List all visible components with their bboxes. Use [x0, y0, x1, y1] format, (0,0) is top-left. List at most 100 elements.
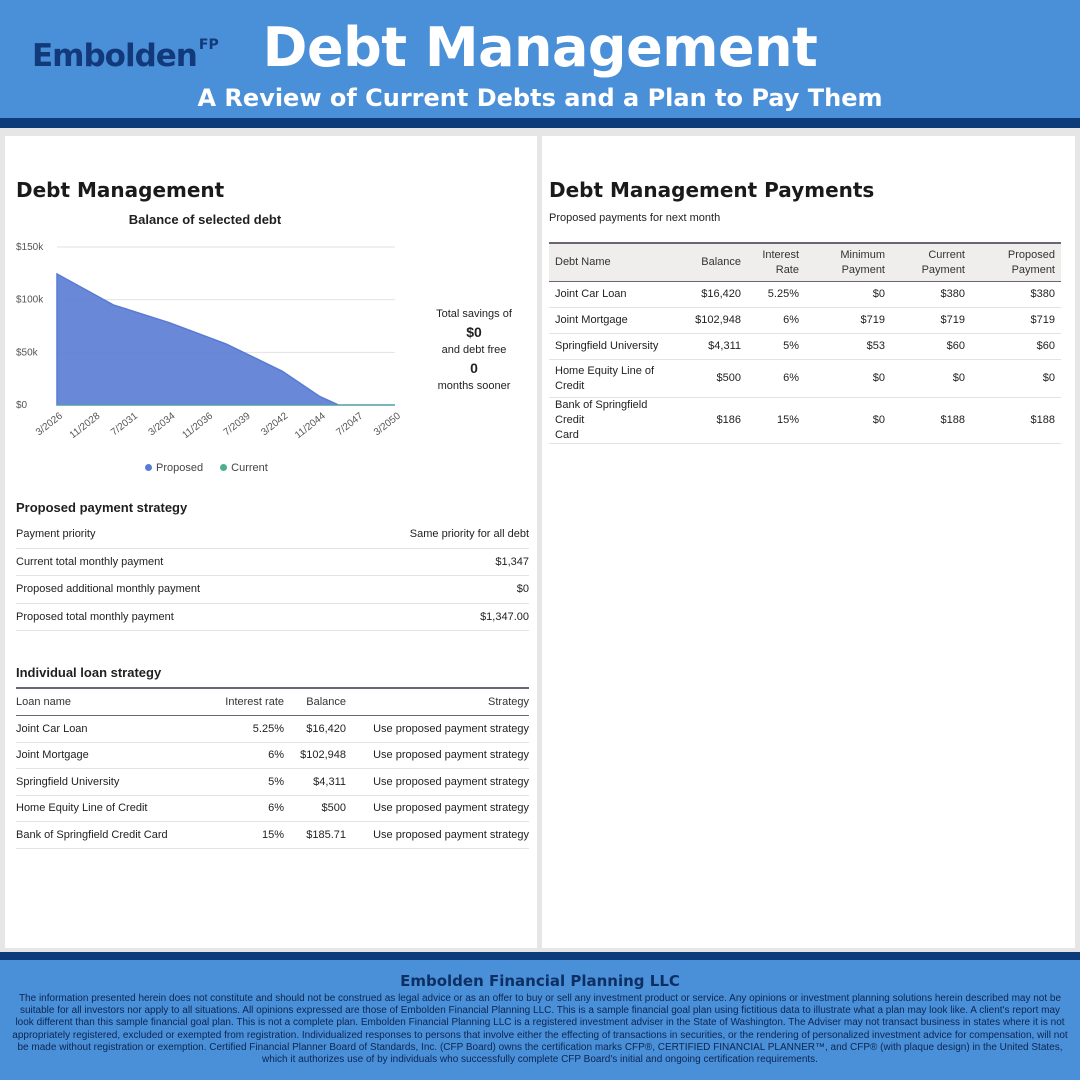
debt-minimum-cell: $719 — [805, 307, 891, 334]
y-tick-label: $150k — [16, 242, 44, 253]
strategy-row: Current total monthly payment $1,347 — [16, 549, 529, 576]
table-row: Home Equity Line of Credit $500 6% $0 $0 $0 — [549, 359, 1061, 398]
footer-disclaimer: The information presented herein does no… — [12, 993, 1068, 1066]
x-tick-label: 11/2036 — [180, 410, 215, 441]
loan-strategy-cell: Use proposed payment strategy — [346, 715, 529, 743]
panel-title-payments: Debt Management Payments — [549, 178, 875, 202]
debt-current-cell: $60 — [891, 333, 971, 360]
col-header-interest-rate: Interest rate — [196, 687, 284, 716]
debt-balance-cell: $102,948 — [685, 307, 747, 334]
table-row: Joint Car Loan 5.25% $16,420 Use proposed p… — [16, 715, 529, 743]
header-line: Payment — [1011, 263, 1055, 276]
loan-rate-cell: 6% — [196, 795, 284, 822]
col-header-debt-name: Debt Name — [549, 242, 685, 282]
logo-superscript: FP — [198, 36, 219, 53]
debt-name-line: Home Equity Line of — [555, 364, 655, 377]
x-tick-label: 11/2044 — [293, 410, 328, 441]
legend-label-current: Current — [231, 462, 268, 474]
table-row: Springfield University $4,311 5% $53 $60 $60 — [549, 333, 1061, 360]
y-tick-label: $50k — [16, 347, 39, 358]
table-row: Joint Car Loan $16,420 5.25% $0 $380 $380 — [549, 281, 1061, 308]
loan-strategy-title: Individual loan strategy — [16, 665, 162, 680]
debt-proposed-cell: $60 — [971, 333, 1061, 360]
legend-item-current[interactable]: Current — [220, 462, 268, 474]
footer-company-name: Embolden Financial Planning LLC — [400, 972, 680, 990]
loan-name-cell: Springfield University — [16, 768, 196, 796]
loan-rate-cell: 6% — [196, 742, 284, 769]
loan-strategy-cell: Use proposed payment strategy — [346, 768, 529, 796]
legend-item-proposed[interactable]: Proposed — [145, 462, 203, 474]
loan-strategy-cell: Use proposed payment strategy — [346, 742, 529, 769]
table-row: Bank of Springfield Credit Card $186 15% $0 $… — [549, 397, 1061, 444]
debt-balance-cell: $500 — [685, 359, 747, 398]
col-header-loan-name: Loan name — [16, 687, 196, 716]
header-line: Interest — [762, 248, 799, 261]
loan-strategy-cell: Use proposed payment strategy — [346, 821, 529, 849]
legend-dot-proposed — [145, 464, 152, 471]
table-header-row: Loan name Interest rate Balance Strategy — [16, 687, 529, 716]
debt-minimum-cell: $0 — [805, 397, 891, 444]
footer: Embolden Financial Planning LLC The info… — [0, 960, 1080, 1080]
x-tick-label: 7/2047 — [334, 410, 365, 438]
loan-rate-cell: 15% — [196, 821, 284, 849]
strategy-label: Proposed additional monthly payment — [16, 583, 201, 595]
strategy-value: Same priority for all debt — [409, 528, 529, 540]
loan-rate-cell: 5.25% — [196, 715, 284, 743]
debt-proposed-cell: $188 — [971, 397, 1061, 444]
debt-balance-cell: $4,311 — [685, 333, 747, 360]
chart-legend: Proposed Current — [145, 462, 268, 474]
debt-proposed-cell: $719 — [971, 307, 1061, 334]
debt-name-line: Credit — [555, 379, 585, 392]
x-tick-label: 7/2031 — [109, 410, 140, 438]
col-header-proposed-payment: Proposed Payment — [971, 242, 1061, 282]
strategy-row: Proposed additional monthly payment $0 — [16, 576, 529, 604]
debt-current-cell: $188 — [891, 397, 971, 444]
x-tick-label: 3/2034 — [147, 410, 178, 438]
panel-subtitle-payments: Proposed payments for next month — [549, 212, 721, 224]
debt-name-line: Bank of Springfield Credit — [555, 399, 648, 426]
loan-strategy-table: Loan name Interest rate Balance Strategy… — [16, 687, 529, 849]
loan-name-cell: Bank of Springfield Credit Card — [16, 821, 196, 849]
footer-divider — [0, 952, 1080, 960]
strategy-row: Payment priority Same priority for all de… — [16, 521, 529, 549]
page-title: Debt Management — [262, 16, 818, 79]
debt-rate-cell: 6% — [747, 307, 805, 334]
loan-balance-cell: $500 — [284, 795, 346, 822]
savings-line-3: months sooner — [437, 380, 511, 392]
header-divider — [0, 118, 1080, 128]
debt-management-panel: Debt Management Balance of selected debt… — [5, 136, 537, 948]
x-tick-label: 3/2026 — [34, 410, 65, 438]
loan-name-cell: Joint Car Loan — [16, 715, 196, 743]
debt-current-cell: $719 — [891, 307, 971, 334]
table-header-row: Debt Name Balance Interest Rate Minimum Pa… — [549, 242, 1061, 282]
payment-strategy-title: Proposed payment strategy — [16, 500, 188, 515]
col-header-strategy: Strategy — [346, 687, 529, 716]
debt-minimum-cell: $53 — [805, 333, 891, 360]
strategy-value: $1,347 — [495, 555, 529, 568]
header-line: Rate — [775, 263, 799, 276]
payment-strategy-list: Payment priority Same priority for all de… — [16, 521, 529, 631]
series-area-proposed — [56, 272, 395, 406]
debt-minimum-cell: $0 — [805, 281, 891, 308]
table-row: Bank of Springfield Credit Card 15% $185.7… — [16, 821, 529, 849]
savings-summary: Total savings of $0 and debt free 0 mont… — [421, 308, 527, 392]
strategy-label: Proposed total monthly payment — [16, 610, 174, 623]
table-row: Joint Mortgage $102,948 6% $719 $719 $719 — [549, 307, 1061, 334]
savings-amount: $0 — [466, 324, 482, 340]
debt-minimum-cell: $0 — [805, 359, 891, 398]
col-header-minimum-payment: Minimum Payment — [805, 242, 891, 282]
header-banner: Embolden FP Debt Management A Review of C… — [0, 0, 1080, 118]
table-row: Home Equity Line of Credit 6% $500 Use prop… — [16, 795, 529, 822]
y-tick-label: $0 — [16, 400, 28, 411]
debt-name-line: Springfield University — [555, 340, 659, 352]
strategy-label: Current total monthly payment — [16, 555, 164, 568]
x-tick-label: 3/2050 — [372, 410, 403, 438]
debt-name-line: Joint Car Loan — [555, 288, 627, 300]
debt-name-cell: Springfield University — [549, 333, 685, 360]
savings-line-2: and debt free — [441, 344, 507, 356]
debt-name-line: Joint Mortgage — [555, 314, 628, 326]
table-row: Joint Mortgage 6% $102,948 Use proposed pay… — [16, 742, 529, 769]
loan-balance-cell: $102,948 — [284, 742, 346, 769]
debt-name-cell: Joint Car Loan — [549, 281, 685, 308]
loan-strategy-cell: Use proposed payment strategy — [346, 795, 529, 822]
